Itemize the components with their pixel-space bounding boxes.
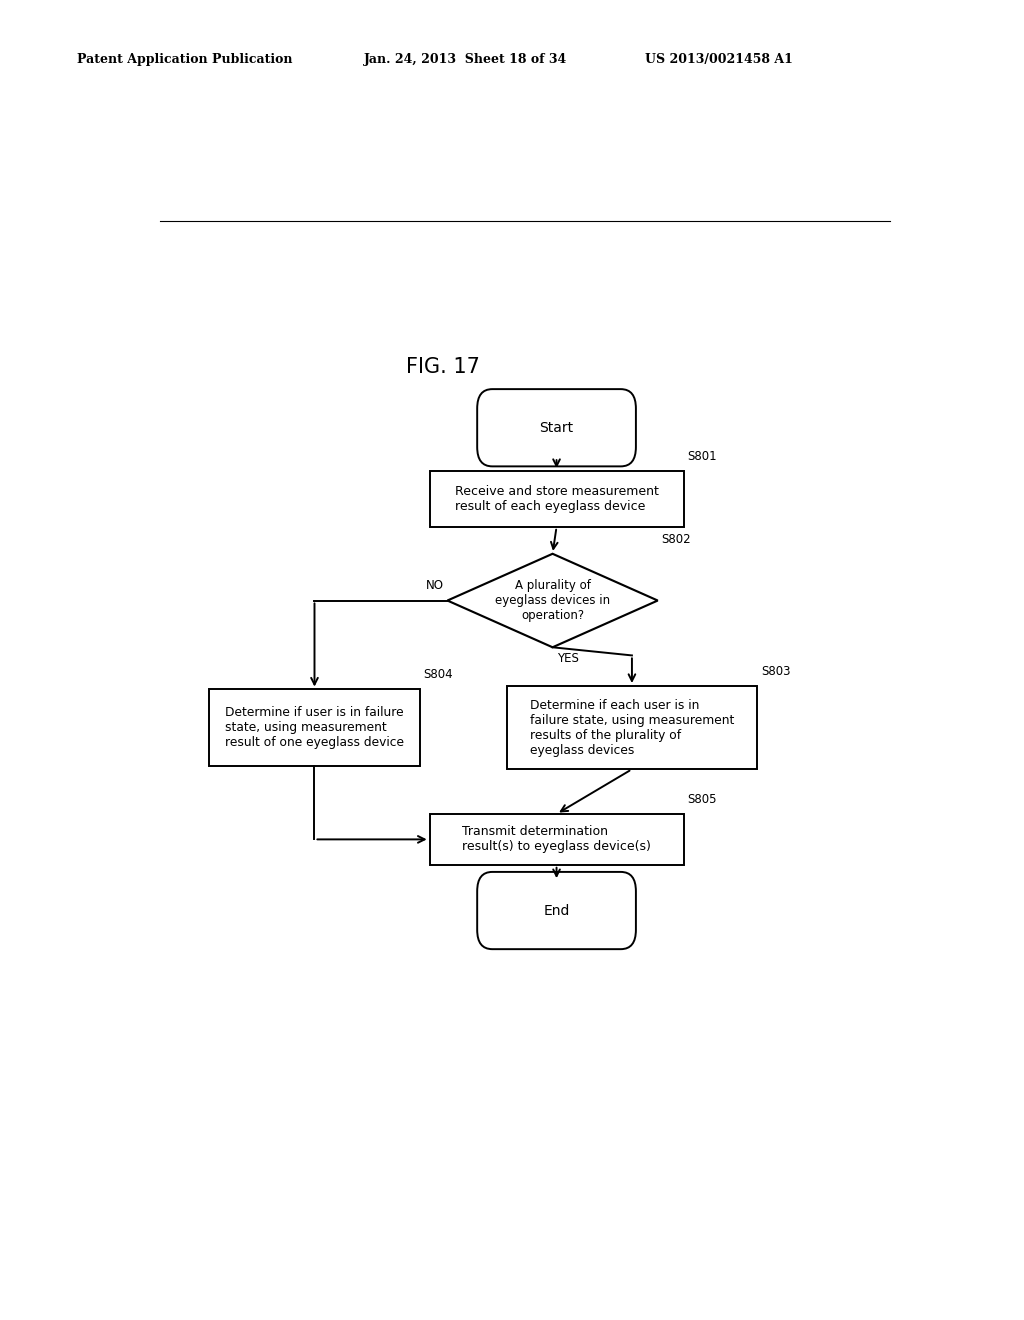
Text: Jan. 24, 2013  Sheet 18 of 34: Jan. 24, 2013 Sheet 18 of 34 (364, 53, 566, 66)
Text: S804: S804 (424, 668, 454, 681)
Text: S805: S805 (687, 793, 717, 805)
Text: YES: YES (557, 652, 579, 665)
Bar (430, 814, 684, 865)
Text: FIG. 17: FIG. 17 (406, 356, 479, 376)
Text: Determine if user is in failure
state, using measurement
result of one eyeglass : Determine if user is in failure state, u… (225, 706, 404, 748)
Text: Patent Application Publication: Patent Application Publication (77, 53, 292, 66)
Text: Receive and store measurement
result of each eyeglass device: Receive and store measurement result of … (455, 484, 658, 513)
Bar (209, 689, 420, 766)
Text: Determine if each user is in
failure state, using measurement
results of the plu: Determine if each user is in failure sta… (529, 698, 734, 756)
Text: S803: S803 (761, 665, 791, 677)
Text: S802: S802 (662, 533, 691, 545)
Bar (430, 471, 684, 527)
FancyBboxPatch shape (477, 389, 636, 466)
Text: Start: Start (540, 421, 573, 434)
Text: End: End (544, 903, 569, 917)
Text: S801: S801 (687, 450, 717, 463)
Text: NO: NO (425, 579, 443, 593)
Polygon shape (447, 554, 657, 647)
FancyBboxPatch shape (477, 873, 636, 949)
Text: Transmit determination
result(s) to eyeglass device(s): Transmit determination result(s) to eyeg… (462, 825, 651, 854)
Text: US 2013/0021458 A1: US 2013/0021458 A1 (645, 53, 793, 66)
Text: A plurality of
eyeglass devices in
operation?: A plurality of eyeglass devices in opera… (495, 579, 610, 622)
Bar (507, 686, 757, 770)
